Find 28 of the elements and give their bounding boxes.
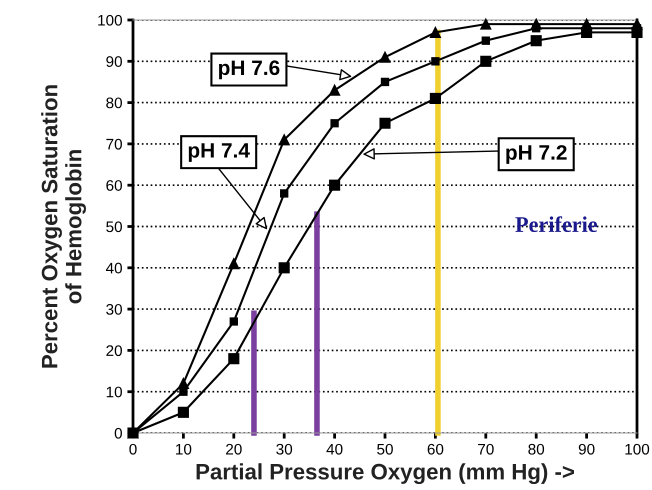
text: pH 7.6 <box>219 60 280 80</box>
x-tick-label: 50 <box>377 444 393 455</box>
x-tick-label: 30 <box>276 444 292 455</box>
y-tick-label: 70 <box>106 138 122 150</box>
y-tick-label: 10 <box>106 386 122 398</box>
y-tick-label: 40 <box>106 262 122 274</box>
y-axis-title: Percent Oxygen Saturation of Hemoglobin <box>41 85 86 368</box>
x-tick-label: 10 <box>176 444 192 455</box>
y-tick-label: 30 <box>106 304 122 315</box>
x-tick-label: 40 <box>326 444 342 455</box>
y-tick-label: 100 <box>98 14 122 26</box>
x-tick-label: 70 <box>478 444 494 455</box>
x-axis-title: Partial Pressure Oxygen (mm Hg) -> <box>196 463 574 484</box>
y-tick-label: 0 <box>114 428 122 439</box>
y-tick-label: 90 <box>106 56 122 67</box>
text: pH 7.4 <box>188 143 250 162</box>
y-tick-label: 50 <box>106 221 122 232</box>
x-tick-label: 100 <box>625 444 650 455</box>
x-tick-label: 0 <box>129 444 137 455</box>
x-tick-label: 80 <box>528 444 544 455</box>
y-tick-label: 80 <box>106 97 122 108</box>
x-tick-label: 20 <box>226 444 242 455</box>
annotation: Periferie <box>515 216 598 232</box>
x-tick-label: 90 <box>578 444 594 455</box>
text: pH 7.2 <box>506 145 567 164</box>
x-tick-label: 60 <box>428 444 444 455</box>
y-tick-label: 60 <box>106 180 122 191</box>
y-tick-label: 20 <box>106 345 122 356</box>
